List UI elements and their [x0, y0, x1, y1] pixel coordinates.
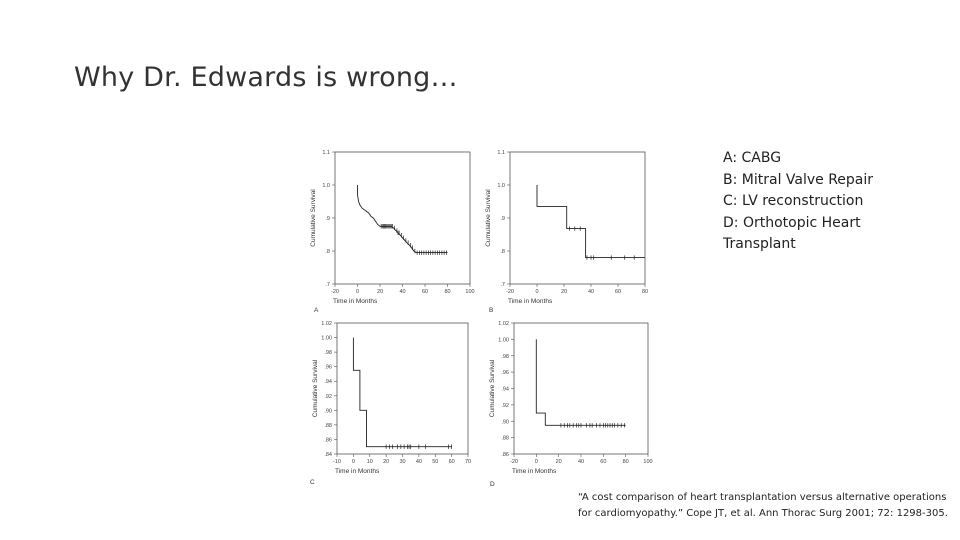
panel-letter-c: C [310, 479, 315, 486]
y-tick-label-c: .98 [324, 350, 332, 356]
y-tick-label-d: .96 [501, 370, 509, 376]
y-tick-label-c: 1.02 [321, 321, 332, 327]
x-tick-label-c: 40 [416, 459, 422, 465]
y-tick-label-b: .7 [500, 282, 505, 288]
legend-item-d: D: Orthotopic Heart Transplant [723, 214, 861, 253]
y-tick-label-c: .86 [324, 437, 332, 443]
x-tick-label-a: -20 [331, 289, 339, 295]
y-tick-label-c: .90 [324, 408, 332, 414]
plot-frame-a [334, 151, 471, 285]
y-tick-label-a: 1.0 [322, 183, 330, 189]
y-tick-label-d: .92 [501, 403, 509, 409]
x-tick-label-a: 40 [399, 289, 405, 295]
x-tick-label-d: 60 [600, 459, 606, 465]
panel-letter-b: B [489, 307, 493, 314]
y-tick-label-d: 1.00 [498, 337, 509, 343]
x-tick-label-d: 40 [578, 459, 584, 465]
x-axis-label-a: Time in Months [333, 298, 378, 305]
y-tick-label-d: 1.02 [498, 321, 509, 327]
x-tick-label-a: 80 [444, 289, 450, 295]
x-tick-label-c: 30 [399, 459, 405, 465]
y-tick-label-b: .9 [500, 216, 505, 222]
y-tick-label-a: 1.1 [322, 150, 330, 156]
x-tick-label-c: 10 [367, 459, 373, 465]
x-axis-label-d: Time in Months [512, 468, 557, 475]
x-tick-label-c: 50 [432, 459, 438, 465]
x-tick-label-d: 100 [643, 459, 652, 465]
y-tick-label-d: .94 [501, 387, 509, 393]
x-tick-label-a: 20 [377, 289, 383, 295]
plot-frame-b [509, 151, 646, 285]
citation: “A cost comparison of heart transplantat… [578, 492, 948, 519]
x-tick-label-b: 20 [561, 289, 567, 295]
plot-frame-c [336, 322, 469, 455]
y-tick-label-c: .92 [324, 394, 332, 400]
legend-item-c: C: LV reconstruction [723, 193, 864, 209]
x-tick-label-a: 0 [356, 289, 359, 295]
y-tick-label-c: 1.00 [321, 336, 332, 342]
x-tick-label-d: 80 [623, 459, 629, 465]
x-tick-label-d: -20 [510, 459, 518, 465]
x-tick-label-a: 60 [422, 289, 428, 295]
y-axis-label-d: Cumulative Survival [489, 359, 496, 417]
panel-letter-d: D [490, 481, 495, 488]
x-axis-label-c: Time in Months [335, 468, 380, 475]
y-tick-label-c: .88 [324, 423, 332, 429]
x-tick-label-c: -10 [333, 459, 341, 465]
y-tick-label-d: .86 [501, 452, 509, 458]
x-tick-label-d: 0 [535, 459, 538, 465]
x-axis-label-b: Time in Months [508, 298, 553, 305]
survival-curve-c [352, 337, 452, 448]
y-axis-label-b: Cumulative Survival [485, 189, 492, 247]
x-tick-label-c: 0 [352, 459, 355, 465]
legend-item-b: B: Mitral Valve Repair [723, 171, 874, 188]
survival-curve-d [535, 339, 626, 426]
y-tick-label-d: .90 [501, 419, 509, 425]
survival-curve-b [536, 185, 645, 259]
y-tick-label-a: .7 [325, 282, 330, 288]
y-tick-label-c: .96 [324, 365, 332, 371]
x-tick-label-b: 40 [588, 289, 594, 295]
x-tick-label-b: -20 [506, 289, 514, 295]
x-tick-label-b: 60 [615, 289, 621, 295]
y-tick-label-b: 1.0 [497, 183, 505, 189]
x-tick-label-c: 60 [449, 459, 455, 465]
y-tick-label-d: .88 [501, 436, 509, 442]
y-tick-label-b: 1.1 [497, 150, 505, 156]
y-tick-label-c: .84 [324, 452, 332, 458]
y-tick-label-d: .98 [501, 354, 509, 360]
x-tick-label-a: 100 [465, 289, 474, 295]
x-tick-label-c: 70 [465, 459, 471, 465]
slide-title: Why Dr. Edwards is wrong… [74, 62, 458, 93]
y-tick-label-c: .94 [324, 379, 332, 385]
legend-item-a: A: CABG [723, 150, 782, 166]
x-tick-label-d: 20 [556, 459, 562, 465]
y-tick-label-b: .8 [500, 249, 505, 255]
panel-letter-a: A [314, 307, 319, 314]
y-tick-label-a: .9 [325, 216, 330, 222]
y-tick-label-a: .8 [325, 249, 330, 255]
y-axis-label-c: Cumulative Survival [312, 359, 319, 417]
survival-curve-a [357, 185, 448, 254]
panel-legend: A: CABG B: Mitral Valve Repair C: LV rec… [723, 148, 923, 256]
x-tick-label-b: 0 [535, 289, 538, 295]
plot-frame-d [513, 322, 649, 455]
y-axis-label-a: Cumulative Survival [310, 189, 317, 247]
x-tick-label-b: 80 [642, 289, 648, 295]
x-tick-label-c: 20 [383, 459, 389, 465]
